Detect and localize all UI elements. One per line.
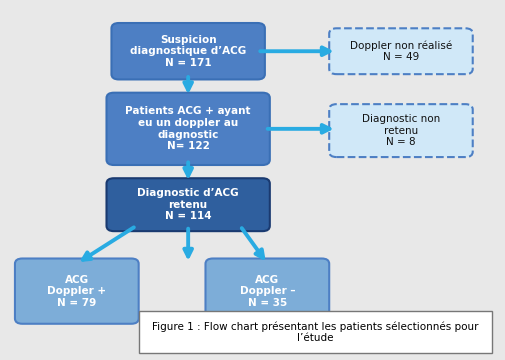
- Text: Diagnostic non
retenu
N = 8: Diagnostic non retenu N = 8: [362, 114, 440, 147]
- Text: ACG
Doppler –
N = 35: ACG Doppler – N = 35: [239, 275, 295, 308]
- FancyBboxPatch shape: [15, 258, 139, 324]
- FancyBboxPatch shape: [329, 28, 473, 74]
- Text: Figure 1 : Flow chart présentant les patients sélectionnés pour
l’étude: Figure 1 : Flow chart présentant les pat…: [153, 321, 479, 343]
- FancyBboxPatch shape: [112, 23, 265, 80]
- Text: Diagnostic d’ACG
retenu
N = 114: Diagnostic d’ACG retenu N = 114: [137, 188, 239, 221]
- FancyBboxPatch shape: [206, 258, 329, 324]
- Text: Suspicion
diagnostique d’ACG
N = 171: Suspicion diagnostique d’ACG N = 171: [130, 35, 246, 68]
- FancyBboxPatch shape: [107, 178, 270, 231]
- Text: Doppler non réalisé
N = 49: Doppler non réalisé N = 49: [350, 40, 452, 62]
- Text: Patients ACG + ayant
eu un doppler au
diagnostic
N= 122: Patients ACG + ayant eu un doppler au di…: [125, 107, 251, 151]
- FancyBboxPatch shape: [107, 93, 270, 165]
- Text: ACG
Doppler +
N = 79: ACG Doppler + N = 79: [47, 275, 107, 308]
- FancyBboxPatch shape: [329, 104, 473, 157]
